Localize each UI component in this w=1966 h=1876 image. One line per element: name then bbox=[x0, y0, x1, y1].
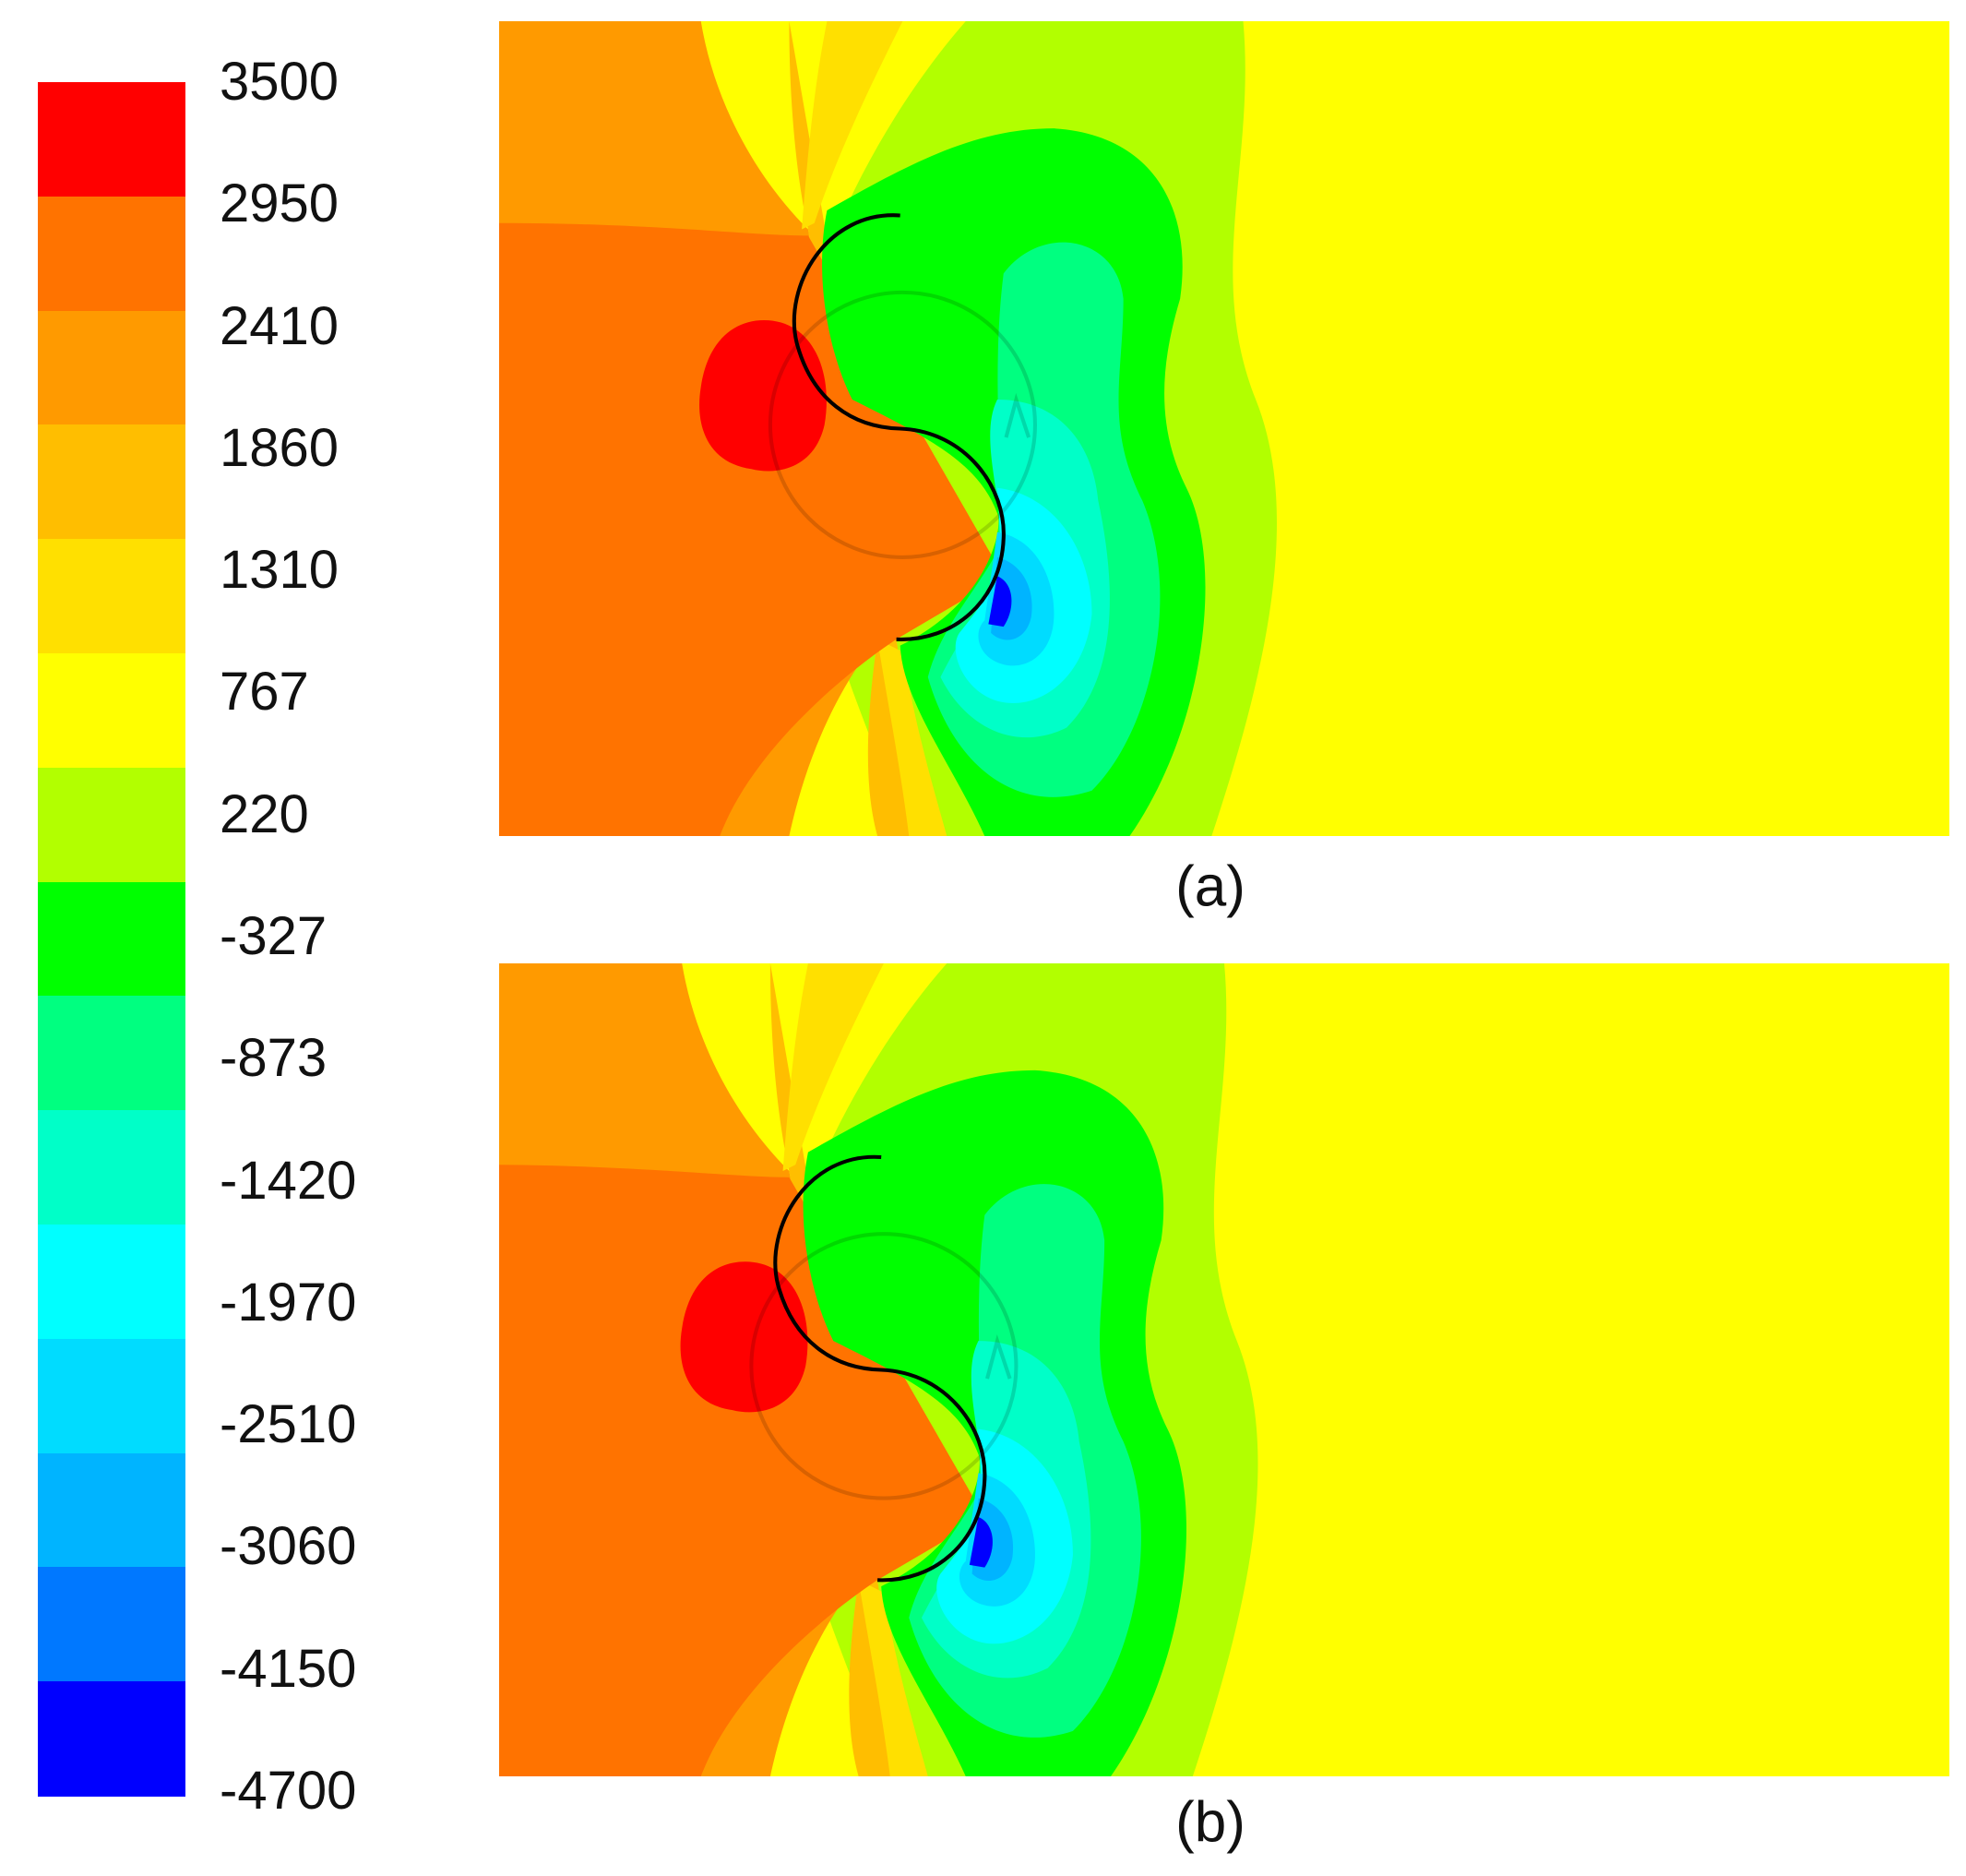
colorbar-tick-label: -1970 bbox=[220, 1272, 357, 1332]
colorbar-band bbox=[38, 996, 185, 1112]
contour-panel-b bbox=[499, 963, 1949, 1776]
field-red bbox=[699, 319, 827, 472]
colorbar-band bbox=[38, 767, 185, 883]
field-gold bbox=[802, 21, 947, 836]
colorbar-tick-label: -327 bbox=[220, 906, 328, 966]
field-red bbox=[680, 1261, 808, 1413]
colorbar-tick-label: 1860 bbox=[220, 417, 340, 478]
colorbar-band bbox=[38, 1452, 185, 1569]
field-gold bbox=[782, 963, 928, 1776]
colorbar-tick-label: 220 bbox=[220, 783, 309, 844]
colorbar-tick-label: 1310 bbox=[220, 540, 340, 601]
colorbar-tick-label: -2510 bbox=[220, 1394, 357, 1455]
colorbar-band bbox=[38, 539, 185, 654]
savonius-blade bbox=[773, 1154, 987, 1583]
savonius-blade bbox=[792, 213, 1006, 641]
field-blue-core bbox=[988, 576, 1012, 627]
colorbar bbox=[38, 82, 185, 1797]
colorbar-tick-label: -4150 bbox=[220, 1638, 357, 1699]
colorbar-tick-label: 2410 bbox=[220, 295, 340, 356]
panel-a-caption: (a) bbox=[1175, 854, 1245, 919]
panel-b-caption: (b) bbox=[1175, 1790, 1245, 1855]
rotation-circle bbox=[749, 1232, 1019, 1500]
colorbar-band bbox=[38, 1567, 185, 1683]
colorbar-band bbox=[38, 653, 185, 769]
colorbar-band bbox=[38, 310, 185, 426]
colorbar-band bbox=[38, 1681, 185, 1797]
colorbar-band bbox=[38, 1110, 185, 1225]
colorbar-band bbox=[38, 1338, 185, 1454]
colorbar-tick-label: 2950 bbox=[220, 173, 340, 234]
colorbar-band bbox=[38, 196, 185, 312]
colorbar-band bbox=[38, 82, 185, 197]
colorbar-band bbox=[38, 1225, 185, 1340]
colorbar-tick-label: -3060 bbox=[220, 1516, 357, 1577]
rotation-arrow-icon bbox=[985, 1334, 1012, 1380]
colorbar-tick-label: 3500 bbox=[220, 52, 340, 112]
rotation-arrow-icon bbox=[1004, 392, 1031, 438]
colorbar-tick-label: -873 bbox=[220, 1028, 328, 1089]
rotation-circle bbox=[768, 290, 1038, 559]
colorbar-band bbox=[38, 881, 185, 998]
contour-panel-a bbox=[499, 21, 1949, 836]
field-blue-core bbox=[969, 1517, 993, 1568]
colorbar-tick-label: -4700 bbox=[220, 1761, 357, 1821]
colorbar-band bbox=[38, 424, 185, 541]
colorbar-tick-label: 767 bbox=[220, 662, 309, 723]
colorbar-tick-label: -1420 bbox=[220, 1150, 357, 1211]
